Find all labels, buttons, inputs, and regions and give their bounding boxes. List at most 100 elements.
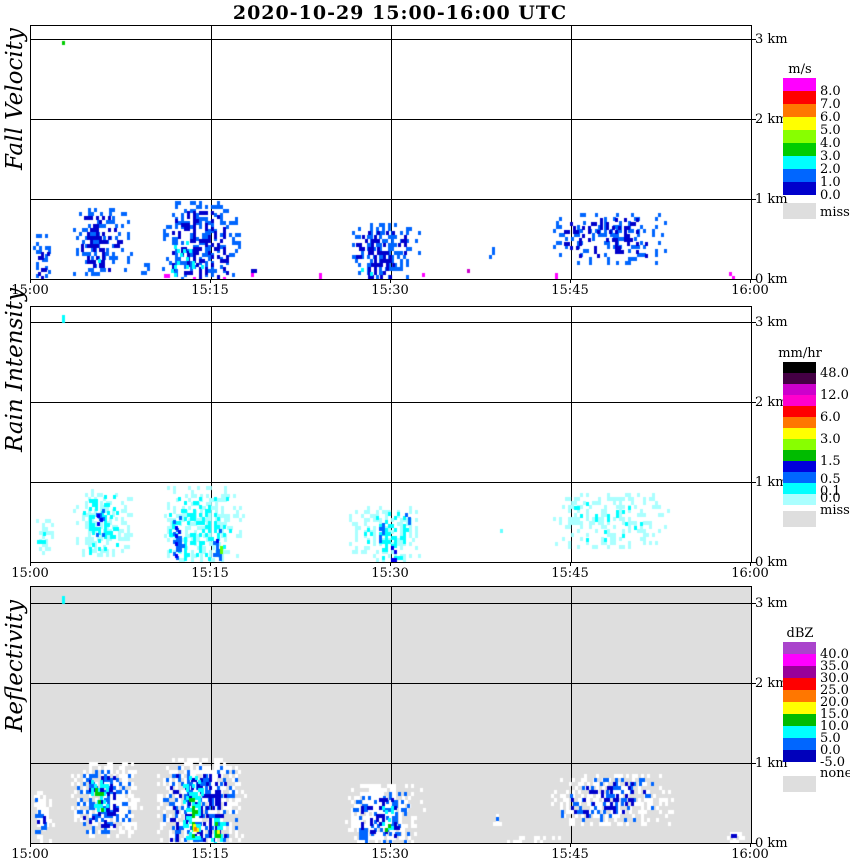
legend-missing-box xyxy=(783,776,816,792)
legend-color-box xyxy=(783,666,816,678)
legend-value-label: 12.0 xyxy=(820,388,849,403)
legend-value-label: 1.0 xyxy=(820,175,841,190)
y-tick-label: 1 km xyxy=(755,192,788,207)
legend-value-label: 8.0 xyxy=(820,84,841,99)
y-tick-label: 2 km xyxy=(755,112,788,127)
legend-value-label: 40.0 xyxy=(820,647,849,662)
x-tick-mark xyxy=(570,844,571,847)
legend-color-box xyxy=(783,642,816,654)
legend-value-label: -5.0 xyxy=(820,755,846,770)
x-tick-label: 15:15 xyxy=(191,283,229,298)
legend-color-box xyxy=(783,143,816,156)
legend-value-label: 6.0 xyxy=(820,410,841,425)
x-tick-label: 15:00 xyxy=(11,847,49,862)
legend-value-label: 3.0 xyxy=(820,149,841,164)
y-tick-mark xyxy=(752,603,756,604)
legend-color-box xyxy=(783,156,816,169)
y-tick-mark xyxy=(752,199,756,200)
legend-value-label: 48.0 xyxy=(820,366,849,381)
y-tick-mark xyxy=(752,119,756,120)
y-tick-label: 2 km xyxy=(755,395,788,410)
x-tick-mark xyxy=(30,563,31,566)
x-tick-label: 15:30 xyxy=(371,847,409,862)
y-tick-label: 2 km xyxy=(755,676,788,691)
legend-color-box xyxy=(783,726,816,738)
legend-color-box xyxy=(783,678,816,690)
y-tick-mark xyxy=(752,482,756,483)
x-tick-mark xyxy=(390,280,391,283)
echo-canvas-fall-velocity xyxy=(31,26,751,279)
y-tick-label: 3 km xyxy=(755,315,788,330)
legend-title-fall-velocity: m/s xyxy=(788,62,812,77)
x-tick-mark xyxy=(750,280,751,283)
legend-value-label: 0.0 xyxy=(820,491,841,507)
legend-value-label: 0.1 xyxy=(820,483,841,499)
legend-color-box xyxy=(783,91,816,104)
legend-color-box xyxy=(783,182,816,195)
x-tick-label: 15:15 xyxy=(191,566,229,581)
legend-color-box xyxy=(783,738,816,750)
legend-value-label: 20.0 xyxy=(820,695,849,710)
legend-color-box xyxy=(783,450,816,461)
y-tick-label: 1 km xyxy=(755,756,788,771)
legend-value-label: 35.0 xyxy=(820,659,849,674)
y-tick-mark xyxy=(752,763,756,764)
legend-color-box xyxy=(783,714,816,726)
legend-color-box xyxy=(783,117,816,130)
legend-color-box xyxy=(783,472,816,483)
legend-color-box xyxy=(783,373,816,384)
legend-value-label: 0.0 xyxy=(820,188,841,203)
legend-color-box xyxy=(783,428,816,439)
legend-value-label: 3.0 xyxy=(820,432,841,447)
plot-area-reflectivity xyxy=(30,586,752,844)
y-tick-mark xyxy=(752,402,756,403)
legend-missing-box xyxy=(783,203,816,219)
x-tick-label: 15:45 xyxy=(551,283,589,298)
x-tick-mark xyxy=(210,844,211,847)
echo-canvas-reflectivity xyxy=(31,587,751,843)
x-tick-mark xyxy=(570,563,571,566)
x-tick-mark xyxy=(390,563,391,566)
legend-value-label: 0.0 xyxy=(820,743,841,758)
x-tick-mark xyxy=(390,844,391,847)
legend-value-label: 25.0 xyxy=(820,683,849,698)
y-tick-label: 0 km xyxy=(755,836,788,851)
y-tick-mark xyxy=(752,562,756,563)
legend-color-box xyxy=(783,750,816,762)
x-tick-label: 16:00 xyxy=(731,283,769,298)
chart-title: 2020-10-29 15:00-16:00 UTC xyxy=(232,2,568,24)
legend-title-rain-intensity: mm/hr xyxy=(778,346,822,361)
legend-value-label: 6.0 xyxy=(820,110,841,125)
legend-value-label: 15.0 xyxy=(820,707,849,722)
x-tick-mark xyxy=(30,280,31,283)
x-tick-label: 15:30 xyxy=(371,283,409,298)
legend-missing-label: none xyxy=(820,766,850,781)
x-tick-label: 15:15 xyxy=(191,847,229,862)
legend-value-label: 2.0 xyxy=(820,162,841,177)
legend-value-label: 1.5 xyxy=(820,454,841,469)
legend-color-box xyxy=(783,130,816,143)
x-tick-label: 15:45 xyxy=(551,566,589,581)
x-tick-mark xyxy=(210,280,211,283)
x-tick-label: 15:00 xyxy=(11,566,49,581)
x-tick-mark xyxy=(30,844,31,847)
y-tick-label: 3 km xyxy=(755,596,788,611)
legend-title-reflectivity: dBZ xyxy=(786,626,814,641)
legend-value-label: 5.0 xyxy=(820,731,841,746)
legend-missing-label: miss xyxy=(820,205,850,220)
y-tick-label: 0 km xyxy=(755,272,788,287)
y-tick-mark xyxy=(752,322,756,323)
x-tick-mark xyxy=(210,563,211,566)
legend-color-box xyxy=(783,417,816,428)
x-tick-label: 15:30 xyxy=(371,566,409,581)
legend-color-box xyxy=(783,690,816,702)
legend-color-box xyxy=(783,362,816,373)
legend-color-box xyxy=(783,702,816,714)
y-tick-mark xyxy=(752,39,756,40)
x-tick-label: 15:00 xyxy=(11,283,49,298)
legend-value-label: 0.5 xyxy=(820,471,841,487)
legend-value-label: 7.0 xyxy=(820,97,841,112)
legend-color-box xyxy=(783,461,816,472)
legend-color-box xyxy=(783,654,816,666)
